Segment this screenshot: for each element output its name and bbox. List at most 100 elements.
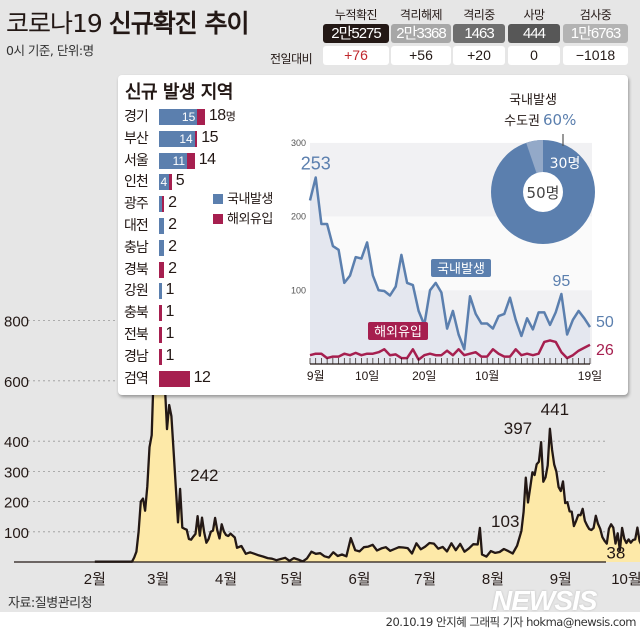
x-tick-label: 10일 xyxy=(355,369,379,383)
legend-swatch-domestic xyxy=(213,194,223,204)
region-name: 검역 xyxy=(124,370,149,387)
total-unit: 명 xyxy=(225,111,236,123)
bar-imported xyxy=(159,348,162,365)
x-tick-label: 9월 xyxy=(307,369,325,383)
stat-label: 누적확진 xyxy=(334,8,378,22)
total-value: 1 xyxy=(165,303,175,321)
stat-label: 격리해제 xyxy=(399,8,443,22)
footer-bar xyxy=(0,612,640,632)
x-tick-label: 9월 xyxy=(550,571,572,588)
bar-domestic xyxy=(159,196,162,213)
bar-imported xyxy=(159,261,165,278)
region-total: 1 xyxy=(166,325,175,343)
series-tag-imported xyxy=(368,322,428,340)
region-total: 1 xyxy=(166,347,175,365)
region-name: 경북 xyxy=(124,261,149,278)
x-tick-label: 7월 xyxy=(414,571,436,588)
bar-imported xyxy=(159,305,162,322)
region-name: 서울 xyxy=(124,152,149,169)
region-name: 경남 xyxy=(124,348,149,365)
legend-domestic: 국내발생 xyxy=(213,188,273,207)
x-tick-label: 19일 xyxy=(578,369,602,383)
region-total: 15 xyxy=(201,129,218,147)
stat-diff: +76 xyxy=(323,46,389,65)
data-label: 242 xyxy=(190,466,218,485)
region-total: 2 xyxy=(168,237,177,256)
stat-value: 1463 xyxy=(453,24,505,43)
y-tick-label: 100 xyxy=(4,525,29,542)
stat-diff: 0 xyxy=(508,46,560,65)
total-value: 2 xyxy=(168,237,177,255)
donut-total: 50명 xyxy=(527,184,560,202)
series-tag-label: 국내발생 xyxy=(437,262,485,277)
stat-0: 누적확진 2만5275 +76 xyxy=(323,6,389,65)
panel-title: 신규 발생 지역 xyxy=(125,82,233,103)
data-label: 38 xyxy=(606,544,625,563)
region-name: 강원 xyxy=(124,283,149,300)
data-label: 95 xyxy=(553,273,571,290)
data-label: 26 xyxy=(596,342,614,359)
stat-label: 격리중 xyxy=(463,8,495,22)
y-tick-label: 100 xyxy=(291,285,306,295)
data-label: 253 xyxy=(301,154,331,174)
newsis-logo: NEWSIS xyxy=(492,585,597,616)
y-tick-label: 200 xyxy=(4,495,29,512)
data-label: 103 xyxy=(491,512,519,531)
region-name: 광주 xyxy=(124,196,149,213)
bar-imported xyxy=(194,130,198,147)
total-value: 15 xyxy=(201,128,219,146)
x-tick-label: 20일 xyxy=(412,369,436,383)
region-name: 경기 xyxy=(124,109,149,125)
bar-imported xyxy=(159,327,162,343)
stat-diff: +56 xyxy=(391,46,451,65)
series-line-domestic xyxy=(308,176,592,351)
title-regular: 코로나19 xyxy=(6,9,109,38)
total-value: 2 xyxy=(168,194,177,212)
data-label: 397 xyxy=(504,419,532,438)
bar-imported xyxy=(187,152,195,169)
stat-3: 사망 444 0 xyxy=(508,6,560,65)
stat-2: 격리중 1463 +20 xyxy=(453,6,505,65)
region-name: 충남 xyxy=(124,239,149,256)
stat-value: 444 xyxy=(508,24,560,43)
stat-label: 사망 xyxy=(523,8,545,22)
x-tick-label: 5월 xyxy=(281,571,303,588)
bar-imported xyxy=(197,109,205,125)
x-tick-label: 4월 xyxy=(215,571,237,588)
total-value: 5 xyxy=(175,172,185,190)
bar-domestic: 14 xyxy=(159,130,195,147)
y-tick-label: 200 xyxy=(291,212,306,222)
bar-domestic xyxy=(159,283,162,300)
x-tick-label: 2월 xyxy=(84,571,106,588)
bar-imported xyxy=(159,370,190,387)
x-tick-label: 10월 xyxy=(475,369,499,383)
page-title: 코로나19 신규확진 추이 xyxy=(6,4,249,40)
x-tick-label: 3월 xyxy=(147,571,169,588)
stat-diff: +20 xyxy=(453,46,505,65)
bar-imported xyxy=(169,174,172,191)
total-value: 14 xyxy=(198,150,216,168)
region-total: 1 xyxy=(165,303,175,321)
stat-value: 1만6763 xyxy=(563,24,628,43)
region-name: 충북 xyxy=(124,305,149,322)
source-note: 자료:질병관리청 xyxy=(8,596,93,611)
stat-diff: −1018 xyxy=(563,46,628,65)
total-value: 12 xyxy=(193,368,211,386)
bar-domestic xyxy=(159,239,165,256)
region-name: 인천 xyxy=(124,174,149,191)
legend-swatch-imported xyxy=(213,214,223,224)
y-tick-label: 300 xyxy=(4,464,29,481)
region-total: 2 xyxy=(168,194,177,212)
subtitle: 0시 기준, 단위:명 xyxy=(6,43,94,58)
stat-label: 검사중 xyxy=(579,8,612,22)
region-total: 5 xyxy=(175,172,185,190)
total-value: 1 xyxy=(165,281,175,299)
region-total: 14 xyxy=(199,151,216,169)
bar-domestic xyxy=(159,218,165,234)
total-value: 2 xyxy=(168,259,177,277)
stat-value: 2만3368 xyxy=(391,24,451,43)
credit-text: 20.10.19 안지혜 그래픽 기자 hokma@newsis.com xyxy=(385,615,637,629)
x-tick-label: 10월 xyxy=(611,571,640,588)
